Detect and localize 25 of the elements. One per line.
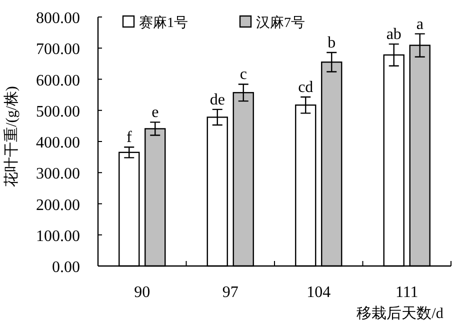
x-axis-title: 移栽后天数/d (356, 305, 444, 322)
y-tick-label: 700.00 (36, 41, 80, 58)
legend-label: 汉麻7号 (256, 15, 305, 31)
x-tick-label: 97 (222, 284, 238, 301)
x-tick-label: 104 (306, 284, 331, 301)
y-tick-label: 300.00 (36, 166, 80, 183)
annotation: f (126, 129, 132, 146)
y-tick-label: 800.00 (36, 10, 80, 27)
y-tick-label: 200.00 (36, 196, 80, 214)
annotation: e (152, 104, 159, 122)
annotation: c (240, 66, 247, 84)
x-tick-label: 90 (134, 284, 150, 301)
y-tick-label: 500.00 (36, 103, 80, 120)
annotation: de (210, 91, 225, 108)
y-tick-label: 600.00 (36, 72, 80, 90)
annotation: ab (386, 26, 402, 44)
y-tick-label: 0.00 (52, 259, 80, 276)
x-tick-label: 111 (395, 284, 418, 301)
y-tick-label: 400.00 (36, 134, 80, 152)
annotation: a (416, 16, 424, 33)
annotation: b (328, 34, 336, 52)
legend-label: 赛麻1号 (139, 15, 188, 31)
y-tick-label: 100.00 (36, 228, 80, 245)
y-axis-title: 花叶干重/(g/株) (3, 86, 20, 187)
annotation: cd (298, 78, 314, 96)
